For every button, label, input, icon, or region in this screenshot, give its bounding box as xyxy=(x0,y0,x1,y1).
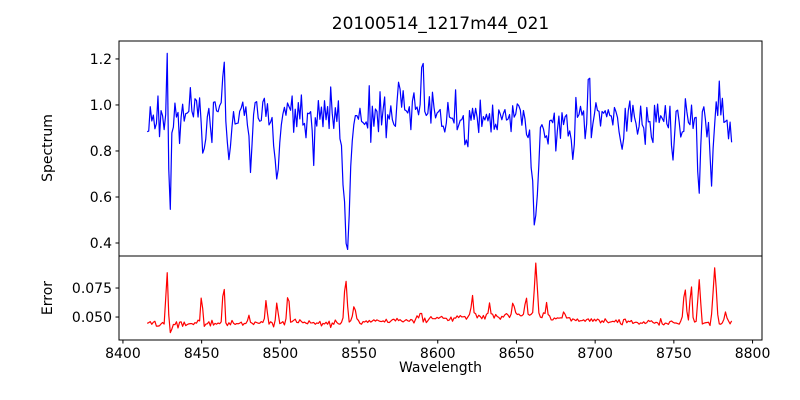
xtick-label: 8750 xyxy=(656,346,692,362)
xtick-label: 8600 xyxy=(420,346,456,362)
axes-ticks: 0.4 0.6 0.8 1.0 1.2 0.050 0.075 8400 8450 8500 855… xyxy=(72,52,770,362)
error-line xyxy=(146,262,733,334)
spectrum-ytick-label: 0.8 xyxy=(90,144,112,160)
xtick-label: 8800 xyxy=(735,346,771,362)
plot-title: 20100514_1217m44_021 xyxy=(331,14,550,34)
xtick-label: 8450 xyxy=(184,346,220,362)
spectrum-ytick-label: 1.2 xyxy=(90,52,112,68)
xtick-label: 8700 xyxy=(577,346,613,362)
xtick-label: 8650 xyxy=(499,346,535,362)
spectrum-ytick-label: 0.4 xyxy=(90,236,112,252)
xtick-label: 8500 xyxy=(263,346,299,362)
xtick-label: 8550 xyxy=(341,346,377,362)
xtick-label: 8400 xyxy=(105,346,141,362)
x-axis-label: Wavelength xyxy=(398,360,483,376)
axes-frames xyxy=(118,40,763,341)
data-lines xyxy=(146,52,733,334)
error-ytick-label: 0.075 xyxy=(72,281,112,297)
error-ytick-label: 0.050 xyxy=(72,310,112,326)
spectrum-ytick-label: 0.6 xyxy=(90,190,112,206)
spectrum-line xyxy=(146,52,733,251)
spectrum-ytick-label: 1.0 xyxy=(90,98,112,114)
